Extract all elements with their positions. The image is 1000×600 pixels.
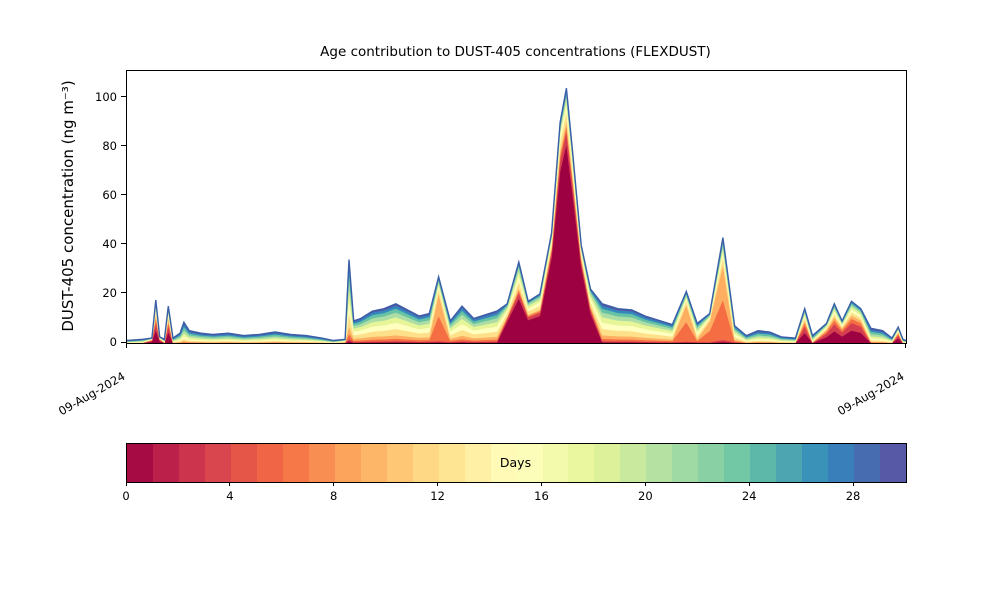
colorbar-segment	[646, 444, 673, 482]
colorbar-segment	[438, 444, 465, 482]
colorbar-tick-label: 12	[430, 489, 445, 503]
stacked-area-svg	[127, 88, 906, 343]
colorbar-tick-label: 24	[741, 489, 757, 503]
colorbar-segment	[386, 444, 413, 482]
colorbar-segment	[802, 444, 829, 482]
y-tick-label: 100	[95, 89, 117, 104]
colorbar-segment	[854, 444, 881, 482]
plot-area	[126, 70, 907, 344]
colorbar-segment	[724, 444, 751, 482]
colorbar-segment	[568, 444, 595, 482]
colorbar-segment	[464, 444, 491, 482]
colorbar-tick-mark	[644, 482, 646, 486]
colorbar-segment	[127, 444, 153, 482]
colorbar-tick-label: 0	[122, 489, 130, 503]
y-tick-mark	[121, 145, 126, 147]
colorbar-tick-mark	[852, 482, 854, 486]
total-concentration-line	[127, 88, 906, 342]
colorbar-tick-label: 16	[534, 489, 549, 503]
colorbar-segment	[412, 444, 439, 482]
y-tick-mark	[121, 341, 126, 343]
colorbar-segment	[204, 444, 231, 482]
y-tick-label: 40	[102, 236, 117, 251]
y-tick-label: 80	[102, 138, 117, 153]
colorbar-segment	[334, 444, 361, 482]
colorbar-segment	[698, 444, 725, 482]
colorbar-tick-label: 20	[638, 489, 653, 503]
colorbar-tick-label: 28	[845, 489, 861, 503]
colorbar-segment	[750, 444, 777, 482]
x-tick-label-start: 09-Aug-2024	[56, 368, 128, 419]
colorbar-segment	[256, 444, 283, 482]
colorbar-segment	[152, 444, 179, 482]
colorbar-segment	[308, 444, 335, 482]
colorbar-segment	[490, 444, 517, 482]
colorbar-segment	[594, 444, 621, 482]
colorbar-segment	[282, 444, 309, 482]
colorbar-segment	[672, 444, 699, 482]
colorbar-tick-mark	[437, 482, 439, 486]
x-tick-mark	[904, 343, 906, 348]
colorbar-segment	[828, 444, 855, 482]
colorbar-segment	[542, 444, 569, 482]
colorbar-segment	[880, 444, 907, 482]
x-tick-label-end: 09-Aug-2024	[835, 368, 907, 419]
colorbar-tick-label: 4	[226, 489, 234, 503]
y-axis-label: DUST-405 concentration (ng m⁻³)	[59, 80, 77, 332]
colorbar-segment	[620, 444, 647, 482]
y-tick-label: 60	[102, 187, 117, 202]
colorbar-segment	[230, 444, 257, 482]
y-tick-mark	[121, 292, 126, 294]
y-tick-label: 20	[102, 285, 117, 300]
y-tick-mark	[121, 96, 126, 98]
y-tick-mark	[121, 194, 126, 196]
y-tick-mark	[121, 243, 126, 245]
colorbar-tick-mark	[333, 482, 335, 486]
colorbar-tick-mark	[540, 482, 542, 486]
colorbar-tick-mark	[125, 482, 127, 486]
colorbar-tick-mark	[748, 482, 750, 486]
plot-title: Age contribution to DUST-405 concentrati…	[320, 44, 711, 60]
x-tick-mark	[125, 343, 127, 348]
colorbar-segment	[178, 444, 205, 482]
colorbar-segment	[360, 444, 387, 482]
colorbar	[126, 443, 907, 483]
colorbar-segment	[776, 444, 803, 482]
colorbar-segment	[516, 444, 543, 482]
colorbar-tick-label: 8	[330, 489, 338, 503]
y-tick-label: 0	[109, 335, 117, 349]
colorbar-tick-mark	[229, 482, 231, 486]
area-layer-bin-0	[127, 144, 906, 343]
